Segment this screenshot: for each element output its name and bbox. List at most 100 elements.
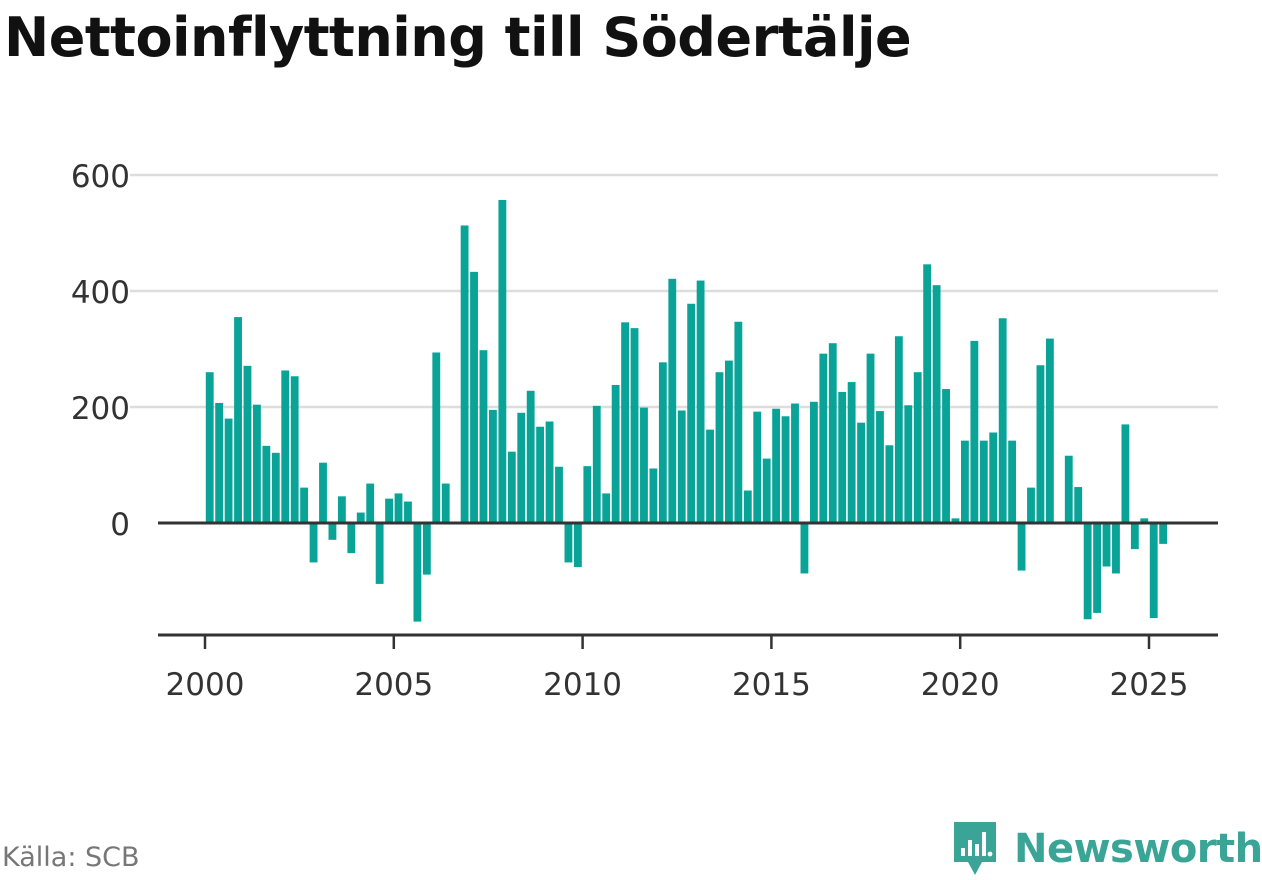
x-tick-label-2005: 2005: [354, 667, 433, 703]
bar-66: [828, 343, 837, 523]
bar-25: [441, 483, 450, 523]
bar-75: [913, 372, 922, 523]
y-tick-label-600: 600: [71, 159, 130, 195]
bar-48: [658, 362, 667, 523]
bar-9: [290, 376, 299, 523]
bar-98: [1130, 523, 1139, 550]
bar-41: [592, 405, 601, 523]
bar-72: [885, 445, 894, 523]
bar-42: [602, 493, 611, 523]
bar-60: [772, 408, 781, 523]
bar-2: [224, 418, 233, 523]
bar-17: [366, 483, 375, 523]
bar-92: [1074, 487, 1083, 523]
x-tick-label-2015: 2015: [732, 667, 811, 703]
bar-10: [300, 487, 309, 523]
bar-65: [819, 353, 828, 523]
bar-93: [1083, 523, 1092, 620]
bar-77: [932, 285, 941, 523]
bar-87: [1027, 487, 1035, 523]
bar-89: [1045, 338, 1054, 523]
bar-57: [743, 490, 752, 523]
x-tick-label-2010: 2010: [543, 667, 622, 703]
bar-84: [998, 318, 1007, 523]
bar-53: [706, 429, 714, 523]
bar-44: [621, 322, 629, 523]
bar-8: [281, 370, 290, 523]
bar-35: [536, 426, 545, 523]
source-note: Källa: SCB: [2, 842, 140, 873]
bar-24: [432, 352, 441, 523]
bar-13: [328, 523, 337, 540]
bar-56: [734, 321, 743, 523]
bar-4: [243, 365, 252, 523]
bar-58: [753, 411, 762, 523]
bar-34: [526, 390, 535, 523]
x-axis-ticks: 2000 2005 2010 2015 2020 2025: [166, 635, 1189, 703]
bar-68: [847, 382, 856, 523]
bar-47: [649, 468, 658, 523]
y-axis-tick-labels: 600 400 200 0: [71, 159, 130, 543]
brand-name: Newsworthy: [1014, 826, 1262, 872]
bar-0: [205, 372, 214, 523]
y-tick-label-0: 0: [110, 507, 130, 543]
bar-94: [1093, 523, 1101, 613]
brand-logo: Newsworthy: [950, 818, 1262, 880]
y-tick-label-200: 200: [71, 391, 130, 427]
bar-32: [507, 451, 516, 523]
bar-95: [1102, 523, 1111, 567]
bar-96: [1112, 523, 1120, 574]
bar-43: [611, 384, 620, 523]
bar-16: [356, 512, 365, 523]
bar-40: [583, 466, 592, 523]
bar-74: [904, 405, 913, 523]
bar-30: [489, 409, 497, 523]
bar-101: [1159, 523, 1168, 544]
bar-55: [725, 360, 733, 523]
bar-11: [309, 523, 318, 563]
bar-31: [498, 199, 507, 523]
bar-64: [809, 401, 818, 523]
x-tick-label-2025: 2025: [1110, 667, 1189, 703]
bar-15: [347, 523, 356, 554]
bar-83: [989, 432, 998, 523]
bar-73: [894, 336, 903, 523]
bar-69: [857, 422, 865, 523]
bar-85: [1008, 440, 1017, 523]
bar-80: [961, 440, 969, 523]
bar-12: [319, 462, 327, 523]
bar-82: [979, 440, 988, 523]
bar-51: [687, 303, 696, 523]
x-tick-label-2020: 2020: [921, 667, 1000, 703]
bar-33: [517, 412, 526, 523]
bars: [205, 199, 1168, 622]
bar-100: [1149, 523, 1158, 619]
bar-62: [791, 403, 799, 523]
bar-18: [375, 523, 384, 584]
bar-3: [234, 317, 242, 523]
bar-38: [564, 523, 573, 563]
bar-19: [385, 498, 393, 523]
bar-99: [1140, 518, 1149, 523]
bar-61: [781, 416, 790, 523]
bar-86: [1017, 523, 1026, 571]
bar-29: [479, 350, 488, 523]
bar-50: [677, 410, 686, 523]
bar-88: [1036, 365, 1045, 523]
newsworthy-logo-icon: [954, 822, 996, 875]
bar-49: [668, 278, 677, 523]
bar-54: [715, 372, 724, 523]
bar-79: [951, 518, 960, 523]
bar-7: [271, 452, 280, 523]
bar-22: [413, 523, 422, 622]
bar-63: [800, 523, 809, 574]
y-tick-label-400: 400: [71, 275, 130, 311]
bar-1: [215, 402, 224, 523]
bar-27: [460, 225, 469, 523]
bar-91: [1064, 455, 1073, 523]
chart-title: Nettoinflyttning till Södertälje: [4, 6, 912, 69]
bar-78: [942, 389, 950, 523]
bar-20: [394, 493, 403, 523]
bar-59: [762, 458, 771, 523]
